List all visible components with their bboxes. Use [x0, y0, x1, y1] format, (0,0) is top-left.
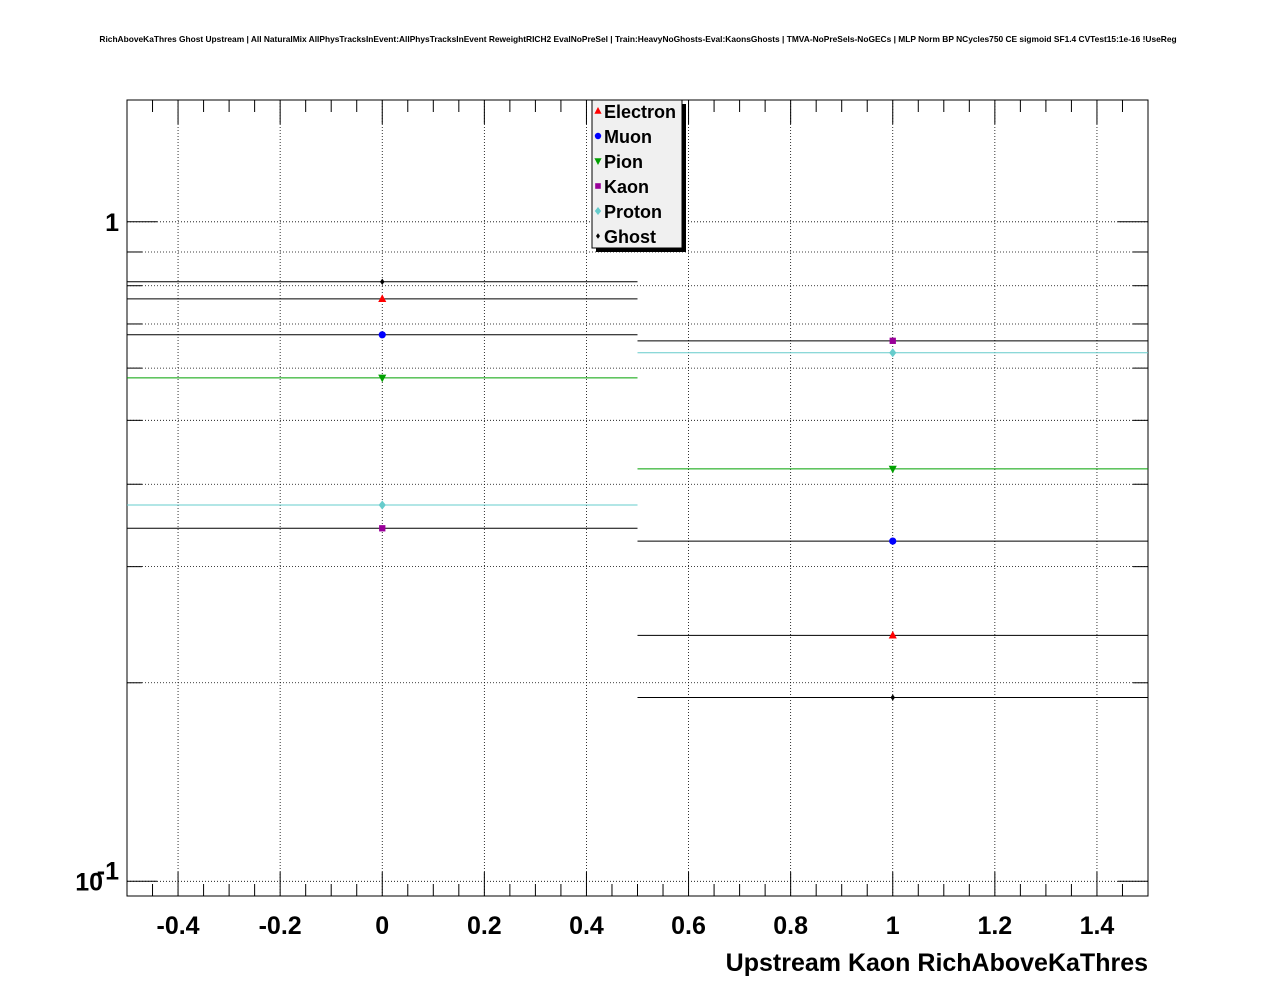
- x-tick-label: -0.2: [259, 912, 302, 940]
- legend-label-muon: Muon: [604, 127, 652, 147]
- legend-marker-ghost: [596, 233, 600, 239]
- x-tick-label: 0.6: [671, 912, 706, 940]
- x-tick-label: -0.4: [157, 912, 200, 940]
- legend-marker-muon: [594, 132, 602, 140]
- data-point: [378, 331, 386, 339]
- y-tick-label: 10: [75, 868, 103, 896]
- legend-label-pion: Pion: [604, 152, 643, 172]
- legend-label-kaon: Kaon: [604, 177, 649, 197]
- legend-label-proton: Proton: [604, 202, 662, 222]
- x-tick-label: 1.2: [977, 912, 1012, 940]
- y-tick-label: 1: [105, 209, 119, 237]
- data-point: [888, 465, 897, 474]
- data-point: [378, 500, 386, 510]
- legend-marker-pion: [594, 158, 602, 165]
- legend-marker-electron: [594, 107, 602, 114]
- y-tick-label-exponent: -1: [97, 857, 119, 885]
- data-point: [378, 374, 387, 383]
- x-axis-label: Upstream Kaon RichAboveKaThres: [726, 949, 1148, 977]
- series-muon: [127, 334, 1148, 542]
- data-point: [378, 294, 387, 303]
- data-point: [889, 537, 897, 545]
- data-point: [379, 525, 386, 532]
- x-tick-label: 0: [375, 912, 389, 940]
- x-tick-label: 1: [886, 912, 900, 940]
- x-tick-label: 1.4: [1080, 912, 1115, 940]
- data-point: [889, 348, 897, 358]
- legend: [591, 99, 683, 249]
- x-tick-label: 0.4: [569, 912, 604, 940]
- legend-label-electron: Electron: [604, 102, 676, 122]
- legend-marker-kaon: [595, 183, 601, 189]
- data-point: [890, 694, 895, 701]
- data-point: [889, 337, 896, 344]
- legend-marker-proton: [594, 207, 602, 215]
- chart-title: RichAboveKaThres Ghost Upstream | All Na…: [99, 34, 1177, 44]
- series-proton: [127, 352, 1148, 506]
- x-tick-label: 0.8: [773, 912, 808, 940]
- x-tick-label: 0.2: [467, 912, 502, 940]
- data-point: [888, 630, 897, 639]
- data-point: [380, 278, 385, 285]
- series-kaon: [127, 340, 1148, 529]
- legend-label-ghost: Ghost: [604, 227, 656, 247]
